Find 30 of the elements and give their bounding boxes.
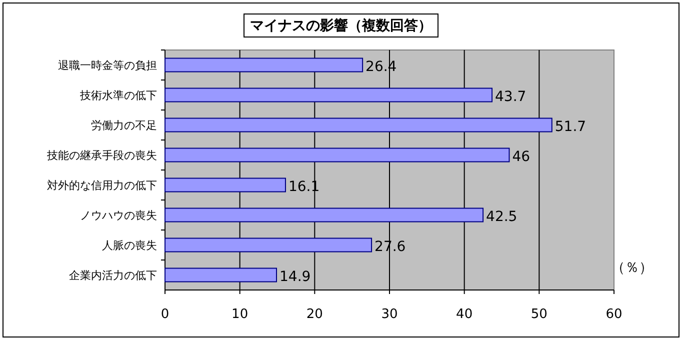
y-tick-label: 労働力の不足 [91, 119, 157, 132]
data-label: 43.7 [495, 89, 526, 105]
bar [164, 88, 493, 102]
bar [164, 118, 552, 132]
x-tick-label: 50 [530, 307, 548, 322]
chart-title: マイナスの影響（複数回答） [250, 17, 432, 34]
y-tick-label: 技術水準の低下 [79, 89, 157, 102]
bar [164, 58, 364, 72]
x-tick-label: 60 [606, 307, 622, 322]
bar [164, 178, 286, 192]
y-tick-label: 人脈の喪失 [102, 239, 157, 252]
y-tick-label: 対外的な信用力の低下 [47, 179, 157, 192]
bar [164, 238, 372, 252]
x-tick-label: 10 [232, 307, 248, 322]
x-axis-title: （％） [611, 260, 653, 276]
bar [164, 148, 510, 162]
y-tick-label: ノウハウの喪失 [80, 209, 157, 222]
bar [164, 268, 277, 282]
data-label: 14.9 [280, 269, 311, 285]
y-tick-label: 技能の継承手段の喪失 [46, 149, 157, 162]
x-tick-label: 40 [456, 307, 473, 322]
y-tick-label: 退職一時金等の負担 [58, 59, 157, 72]
x-tick-label: 30 [381, 307, 398, 322]
bar [164, 208, 484, 222]
x-tick-label: 20 [306, 307, 323, 322]
y-tick-label: 企業内活力の低下 [69, 269, 157, 282]
data-label: 51.7 [554, 119, 586, 135]
data-label: 42.5 [486, 209, 518, 225]
data-label: 46 [512, 149, 530, 165]
x-tick-label: 0 [160, 307, 170, 322]
